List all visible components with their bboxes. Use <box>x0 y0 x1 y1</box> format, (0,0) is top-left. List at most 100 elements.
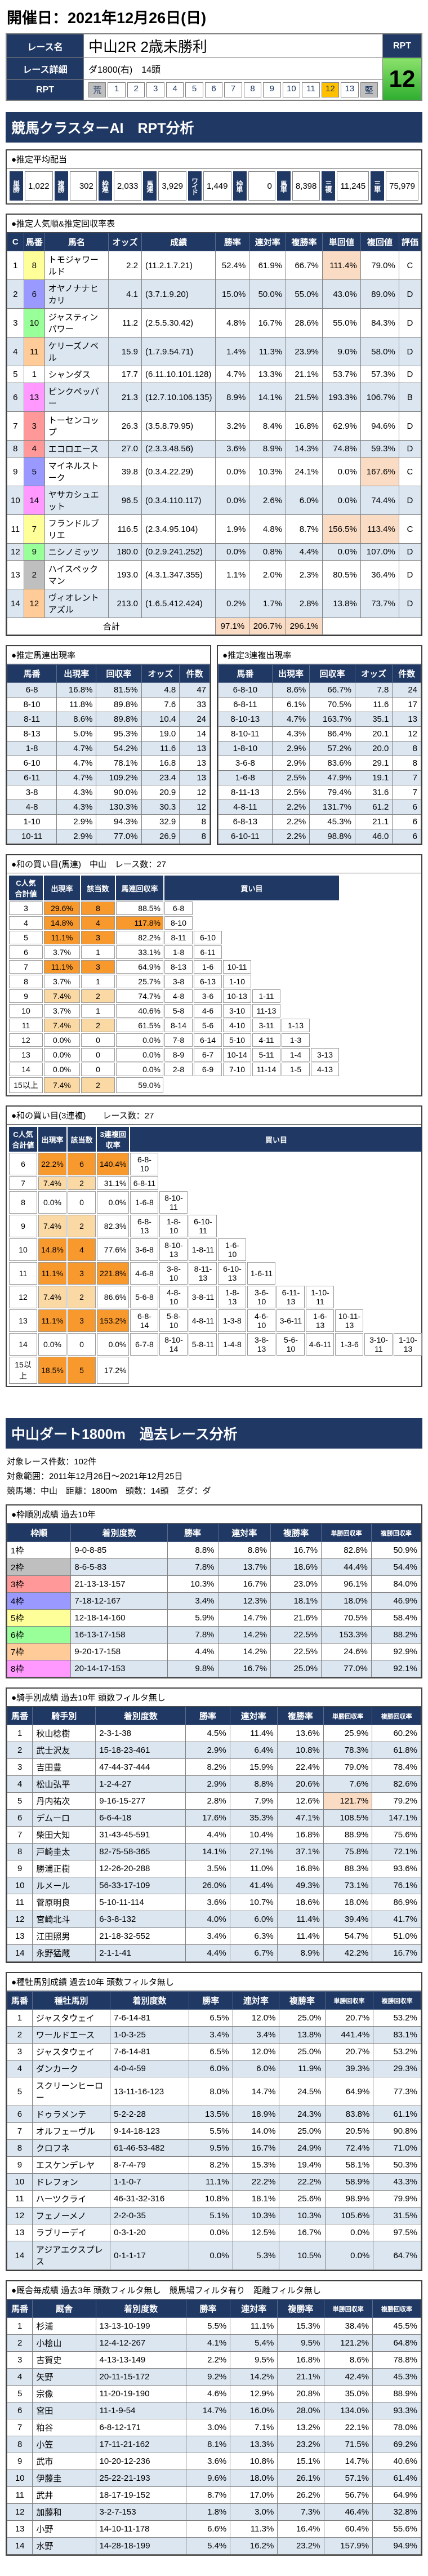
table-cell: 6-10-13 <box>218 1262 247 1285</box>
table-cell: 25.7% <box>116 975 163 988</box>
sire-stats-table-container: 馬番 種牡馬別 着別度数 勝率 連対率 複勝率 単勝回収率 複勝回収率 1 ジャスタウェイ 7-6-… <box>7 1991 421 2270</box>
table-cell: 7.1% <box>230 2419 278 2436</box>
table-cell: 1.9% <box>215 514 250 544</box>
table-cell: 82.3% <box>97 1215 130 1237</box>
table-cell: オルフェーヴル <box>32 2122 111 2140</box>
table-cell: 82.8% <box>321 1542 372 1559</box>
table-cell: 小桧山 <box>32 2334 96 2352</box>
table-cell: 13.2% <box>277 2419 324 2436</box>
column-header: 出現率 <box>44 876 80 900</box>
table-cell: 10.5% <box>279 2241 326 2270</box>
column-header: 連対率 <box>232 1991 280 2010</box>
table-cell: 17.2% <box>97 1357 130 1384</box>
table-cell: 11.4% <box>277 1927 324 1945</box>
table-cell: ハーツクライ <box>32 2190 111 2208</box>
table-cell: 23.4 <box>141 770 180 785</box>
table-cell: 10 <box>6 1877 33 1894</box>
table-cell: 22.2% <box>279 2173 326 2191</box>
table-cell: 9.5% <box>230 2351 278 2369</box>
table-cell: 4 <box>23 440 45 458</box>
column-header: 着別度数 <box>95 1707 186 1725</box>
table-cell: 8-10-13 <box>159 1238 188 1261</box>
table-cell: 江田照男 <box>32 1927 96 1945</box>
table-cell: 35.3% <box>229 1809 278 1827</box>
table-cell: 3-8 <box>164 975 193 988</box>
table-cell: 11.2 <box>108 308 142 337</box>
table-cell: 35.1 <box>354 712 393 727</box>
table-cell: 53.2% <box>373 2043 421 2060</box>
table-cell: 古賀史 <box>32 2351 96 2369</box>
table-cell: 6-8-14 <box>130 1309 159 1332</box>
table-cell: 61.8% <box>372 1742 421 1759</box>
table-cell: 5 <box>6 1792 33 1810</box>
table-cell: 3-10-11 <box>364 1333 393 1356</box>
table-cell: 12 <box>23 589 45 618</box>
table-cell: 4-8-11 <box>189 1309 217 1332</box>
table-cell: 2.9% <box>271 756 310 771</box>
table-cell: 44.4% <box>321 1558 372 1576</box>
table-cell: 75.8% <box>323 1843 373 1860</box>
table-cell: 7 <box>7 2122 33 2140</box>
table-cell: 9 <box>7 2156 33 2174</box>
umaren-appearance-panel: ●推定馬連出現率 馬番 出現率 回収率 オッズ 件数 6-8 16.8% 81.5% 4.8 47… <box>6 645 211 845</box>
table-cell: 6.5% <box>188 2009 233 2027</box>
table-cell: 1-0-3-25 <box>110 2026 189 2044</box>
table-cell: 松山弘平 <box>32 1775 96 1793</box>
section-rpt-analysis-banner: 競馬クラスターAI RPT分析 <box>6 112 422 143</box>
table-cell: 45.3% <box>309 814 355 829</box>
table-cell: ドレフォン <box>32 2173 111 2191</box>
table-cell: 53.2% <box>373 2009 421 2027</box>
table-cell: 13-13-10-199 <box>95 2317 186 2335</box>
popularity-recovery-panel: ●推定人気順&推定回収率表 C 馬番 馬名 オッズ 成績 勝率 連対率 複勝率 単回値 複回値 評価… <box>6 214 422 636</box>
table-cell: 15.9 <box>108 337 142 366</box>
table-cell: 10.8% <box>277 1742 324 1759</box>
table-cell: 6.0% <box>229 1911 278 1928</box>
table-cell: 7.6 <box>141 697 180 712</box>
table-cell: 93.6% <box>372 1860 421 1877</box>
table-cell: 9.5% <box>188 2139 233 2157</box>
table-cell: 21-18-32-552 <box>95 1927 186 1945</box>
table-cell: 6-8-10 <box>218 682 273 698</box>
table-cell: (6.11.10.101.128) <box>141 366 216 383</box>
column-header: 種牡馬別 <box>32 1991 111 2010</box>
table-cell: 64.8% <box>372 2334 421 2352</box>
rpt-scale-cell: 6 <box>204 82 223 97</box>
main-table: C 馬番 馬名 オッズ 成績 勝率 連対率 複勝率 単回値 複回値 評価 1 8 トモジャワールド 2.2(… <box>6 233 422 635</box>
table-cell: 合計 <box>6 618 216 635</box>
table-cell: 0.0% <box>188 2224 233 2241</box>
table-cell: 4.4% <box>167 1643 219 1660</box>
table-cell: 4.1% <box>185 2334 231 2352</box>
table-cell: 10.3% <box>167 1575 219 1593</box>
table-cell: 56-33-17-109 <box>95 1877 186 1894</box>
table-cell: 20.5% <box>324 2122 374 2140</box>
rpt-scale-cell: 1 <box>108 82 126 97</box>
table-cell: 1 <box>23 366 45 383</box>
table-cell: 1.4% <box>215 337 250 366</box>
column-header: 馬名 <box>44 233 109 251</box>
table-cell: 8.7% <box>185 2486 231 2504</box>
table-cell: 83.1% <box>373 2026 421 2044</box>
table-cell: 2 <box>7 2026 33 2044</box>
table-cell: 52.4% <box>215 251 250 280</box>
table-cell: 2.2% <box>185 2351 231 2369</box>
table-cell <box>322 618 422 635</box>
table-cell: 16.8% <box>56 682 97 698</box>
table-cell: 0.0% <box>322 543 361 561</box>
table-cell: 0.2% <box>215 589 250 618</box>
table-cell: 94.9% <box>372 2537 421 2555</box>
table-cell: 193.3% <box>322 383 361 412</box>
column-header: 馬番 <box>218 664 273 683</box>
table-cell: 6-10-11 <box>218 829 273 844</box>
table-cell: 27.1% <box>229 1843 278 1860</box>
table-cell: 4.4% <box>185 1944 230 1962</box>
table-cell: 19.1 <box>354 770 393 785</box>
table-cell: 1 <box>81 1004 115 1018</box>
table-cell: 92.1% <box>371 1660 422 1677</box>
table-cell: 78.0% <box>372 2419 421 2436</box>
table-cell: 4-10 <box>223 1019 251 1032</box>
payout-panel-title: ●推定平均配当 <box>7 150 421 168</box>
payout-type-label: 三単 <box>371 171 385 201</box>
table-cell: 26.0% <box>185 1877 230 1894</box>
table-cell: 73.1% <box>323 1877 373 1894</box>
table-cell: 6 <box>392 814 421 829</box>
